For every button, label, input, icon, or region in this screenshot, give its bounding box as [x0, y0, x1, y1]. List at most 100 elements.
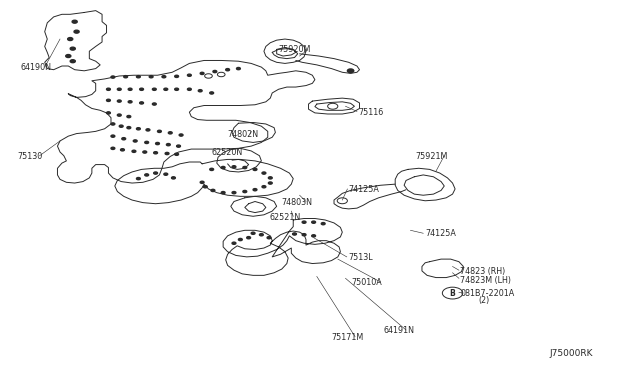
Circle shape — [200, 181, 204, 183]
Circle shape — [145, 141, 148, 144]
Circle shape — [140, 102, 143, 104]
Circle shape — [74, 30, 79, 33]
Circle shape — [302, 221, 306, 223]
Circle shape — [120, 149, 124, 151]
Text: (2): (2) — [478, 296, 490, 305]
Text: 75171M: 75171M — [332, 333, 364, 342]
Circle shape — [117, 100, 121, 102]
Circle shape — [211, 189, 215, 192]
Circle shape — [175, 75, 179, 77]
Text: 74823 (RH): 74823 (RH) — [460, 267, 506, 276]
Circle shape — [267, 237, 271, 239]
Circle shape — [166, 144, 170, 146]
Circle shape — [117, 114, 121, 116]
Text: 64191N: 64191N — [384, 326, 415, 335]
Circle shape — [106, 88, 110, 90]
Circle shape — [140, 88, 143, 90]
Circle shape — [175, 88, 179, 90]
Circle shape — [312, 221, 316, 223]
Circle shape — [175, 153, 179, 155]
Text: 62521N: 62521N — [269, 213, 300, 222]
Text: 74125A: 74125A — [425, 230, 456, 238]
Circle shape — [239, 238, 243, 241]
Circle shape — [106, 112, 110, 114]
Circle shape — [111, 135, 115, 137]
Circle shape — [259, 234, 263, 236]
Circle shape — [179, 134, 183, 136]
Circle shape — [188, 88, 191, 90]
Text: 74125A: 74125A — [349, 185, 380, 194]
Circle shape — [128, 101, 132, 103]
Circle shape — [165, 153, 169, 155]
Text: 75130: 75130 — [17, 152, 43, 161]
Circle shape — [237, 67, 241, 70]
Circle shape — [152, 88, 156, 90]
Circle shape — [213, 70, 217, 73]
Circle shape — [302, 234, 306, 236]
Circle shape — [152, 103, 156, 105]
Text: 62520N: 62520N — [212, 148, 243, 157]
Circle shape — [133, 140, 137, 142]
Circle shape — [124, 76, 127, 78]
Circle shape — [70, 47, 76, 50]
Circle shape — [68, 38, 73, 41]
Circle shape — [243, 190, 246, 193]
Circle shape — [145, 174, 148, 176]
Circle shape — [253, 168, 257, 170]
Text: 7513L: 7513L — [349, 253, 373, 263]
Text: 64190N: 64190N — [20, 63, 51, 72]
Circle shape — [292, 233, 296, 235]
Circle shape — [251, 232, 255, 234]
Circle shape — [117, 88, 121, 90]
Circle shape — [136, 177, 140, 180]
Circle shape — [168, 132, 172, 134]
Circle shape — [162, 76, 166, 78]
Circle shape — [210, 168, 214, 170]
Circle shape — [188, 74, 191, 76]
Circle shape — [164, 88, 168, 90]
Circle shape — [204, 186, 207, 188]
Circle shape — [221, 166, 225, 169]
Circle shape — [312, 235, 316, 237]
Circle shape — [127, 115, 131, 118]
Circle shape — [164, 173, 168, 175]
Text: 74802N: 74802N — [228, 130, 259, 139]
Circle shape — [70, 60, 76, 62]
Circle shape — [136, 76, 140, 78]
Circle shape — [221, 192, 225, 194]
Circle shape — [156, 142, 159, 145]
Circle shape — [146, 129, 150, 131]
Circle shape — [111, 123, 115, 125]
Circle shape — [210, 92, 214, 94]
Circle shape — [119, 125, 123, 127]
Text: 75010A: 75010A — [352, 278, 383, 287]
Circle shape — [128, 88, 132, 90]
Circle shape — [111, 147, 115, 150]
Circle shape — [136, 128, 140, 130]
Circle shape — [154, 152, 157, 154]
Text: 75116: 75116 — [358, 108, 383, 117]
Text: 74803N: 74803N — [282, 198, 313, 207]
Circle shape — [348, 69, 354, 73]
Text: 75920M: 75920M — [278, 45, 311, 54]
Circle shape — [268, 182, 272, 184]
Circle shape — [262, 172, 266, 174]
Circle shape — [253, 189, 257, 191]
Text: 74823M (LH): 74823M (LH) — [460, 276, 511, 285]
Text: 75921M: 75921M — [415, 152, 448, 161]
Circle shape — [262, 186, 266, 188]
Circle shape — [321, 222, 325, 225]
Circle shape — [172, 177, 175, 179]
Circle shape — [232, 192, 236, 194]
Circle shape — [122, 138, 125, 140]
Circle shape — [177, 145, 180, 147]
Circle shape — [72, 20, 77, 23]
Circle shape — [149, 76, 153, 78]
Circle shape — [226, 68, 230, 71]
Circle shape — [154, 172, 157, 174]
Circle shape — [200, 72, 204, 74]
Circle shape — [268, 177, 272, 179]
Circle shape — [143, 151, 147, 153]
Circle shape — [66, 55, 71, 58]
Circle shape — [127, 126, 131, 129]
